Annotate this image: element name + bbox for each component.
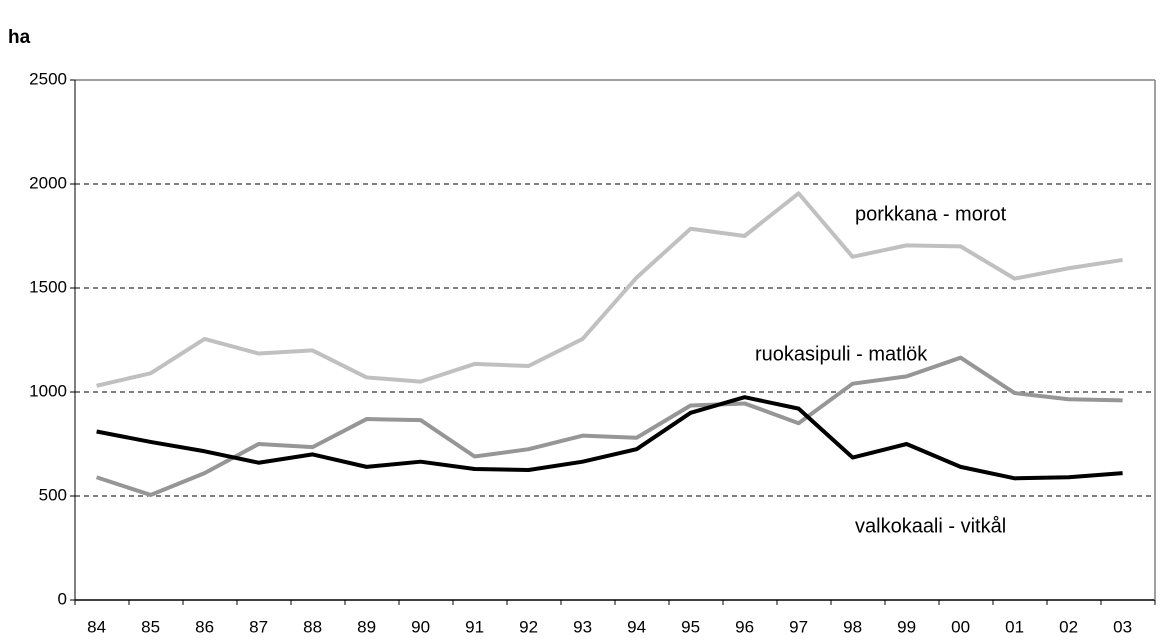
x-tick-label: 02 — [1059, 617, 1078, 636]
series-label: valkokaali - vitkål — [855, 515, 1006, 537]
x-tick-label: 95 — [681, 617, 700, 636]
series-label: ruokasipuli - matlök — [755, 343, 928, 365]
y-tick-label: 1500 — [29, 277, 67, 296]
x-tick-label: 98 — [843, 617, 862, 636]
x-tick-label: 97 — [789, 617, 808, 636]
series-line — [95, 355, 1123, 497]
x-tick-label: 00 — [951, 617, 970, 636]
y-tick-label: 1000 — [29, 381, 67, 400]
series-label: porkkana - morot — [855, 203, 1007, 225]
x-tick-label: 86 — [195, 617, 214, 636]
x-tick-label: 85 — [141, 617, 160, 636]
x-tick-label: 99 — [897, 617, 916, 636]
y-tick-label: 500 — [39, 485, 67, 504]
x-tick-label: 87 — [249, 617, 268, 636]
x-tick-label: 94 — [627, 617, 646, 636]
x-tick-label: 91 — [465, 617, 484, 636]
x-tick-label: 92 — [519, 617, 538, 636]
y-tick-label: 0 — [58, 589, 67, 608]
y-tick-label: 2000 — [29, 173, 67, 192]
y-tick-label: 2500 — [29, 69, 67, 88]
y-axis-label: ha — [8, 27, 31, 48]
x-tick-label: 93 — [573, 617, 592, 636]
series-line — [96, 395, 1123, 481]
x-tick-label: 84 — [87, 617, 106, 636]
x-tick-label: 88 — [303, 617, 322, 636]
x-tick-label: 89 — [357, 617, 376, 636]
x-tick-label: 90 — [411, 617, 430, 636]
series-line — [96, 191, 1123, 388]
x-tick-label: 01 — [1005, 617, 1024, 636]
x-tick-label: 96 — [735, 617, 754, 636]
x-tick-label: 03 — [1113, 617, 1132, 636]
